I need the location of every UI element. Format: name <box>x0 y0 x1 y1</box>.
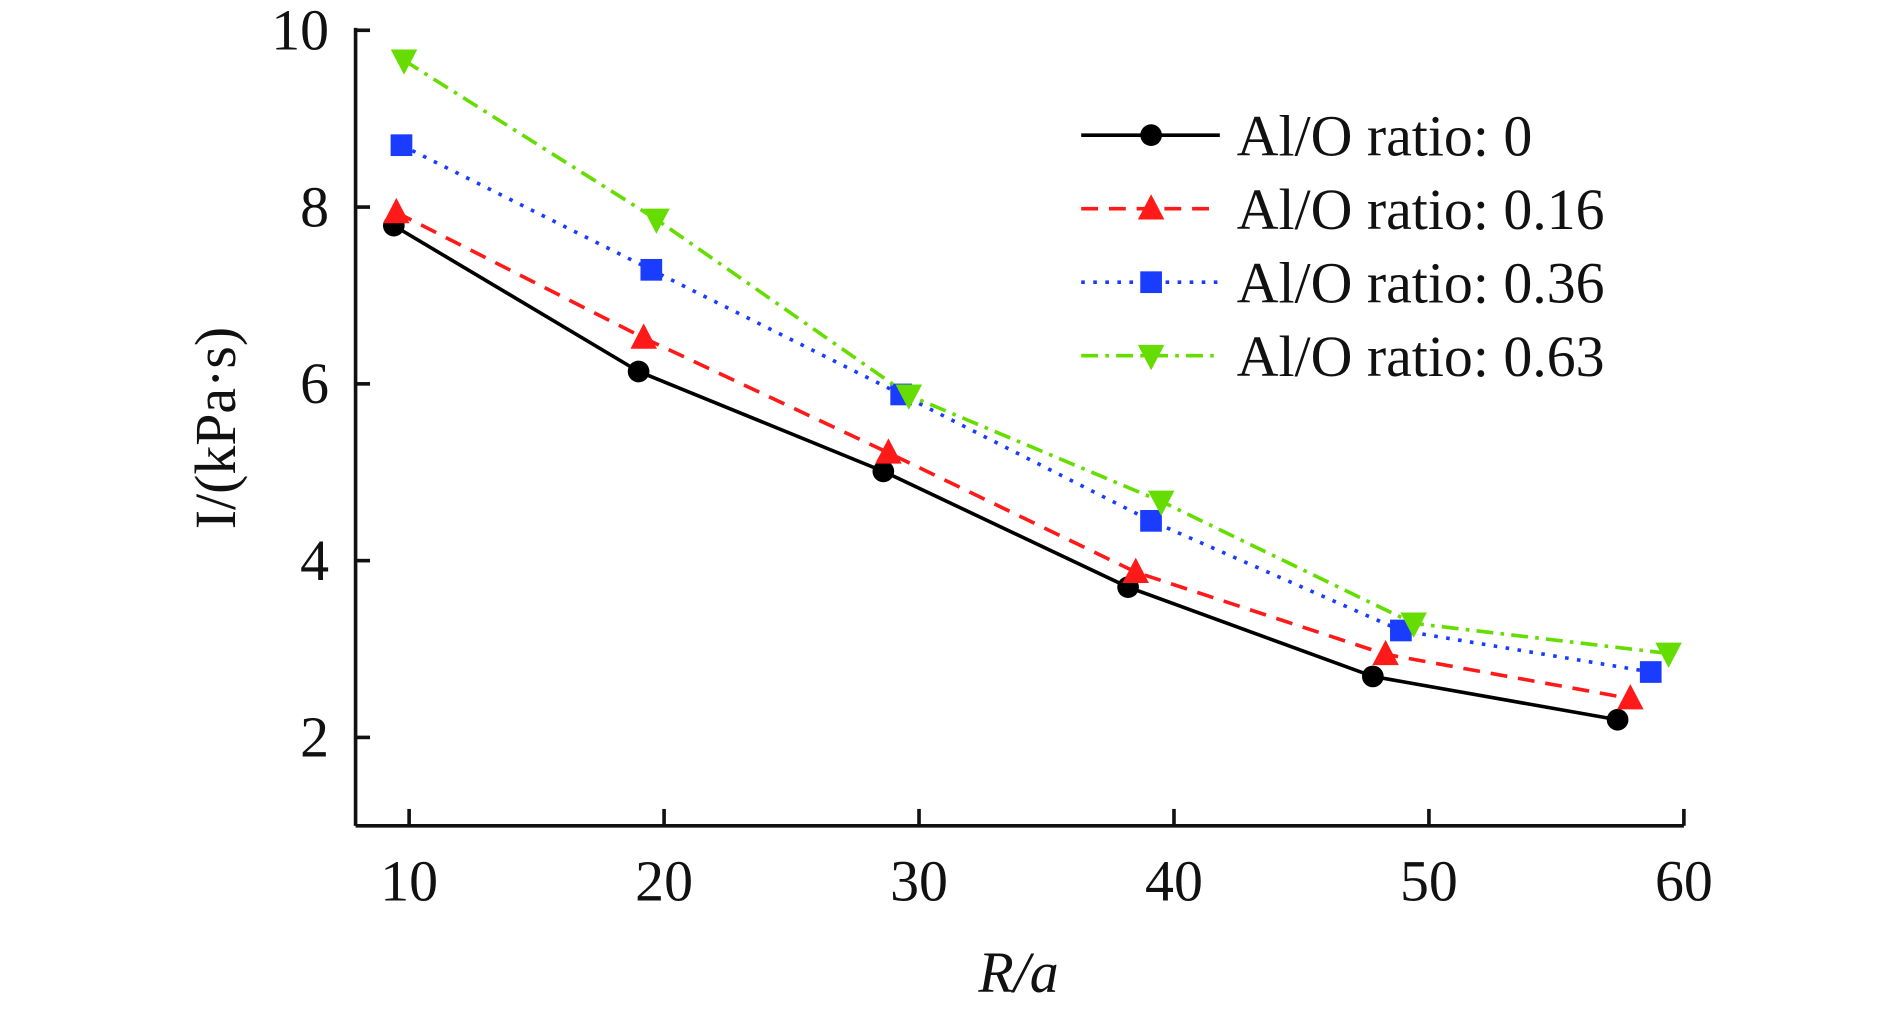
x-axis-label: R/a <box>977 940 1058 1005</box>
marker-triangle-down <box>1400 612 1427 638</box>
series-line <box>392 224 1618 722</box>
marker-triangle-down <box>643 208 670 234</box>
legend-label: Al/O ratio: 0.63 <box>1237 324 1605 389</box>
y-tick-label: 2 <box>300 705 329 770</box>
y-tick-label: 4 <box>300 528 329 593</box>
x-tick-label: 30 <box>890 849 948 914</box>
y-tick-label: 6 <box>300 351 329 416</box>
legend-label: Al/O ratio: 0.16 <box>1237 177 1605 242</box>
legend-item: Al/O ratio: 0.36 <box>1081 251 1605 316</box>
legend-item: Al/O ratio: 0.63 <box>1081 324 1605 389</box>
legend-item: Al/O ratio: 0.16 <box>1081 177 1605 242</box>
x-tick-label: 50 <box>1400 849 1458 914</box>
marker-circle <box>1606 708 1629 731</box>
x-tick-label: 60 <box>1655 849 1713 914</box>
series-line <box>403 58 1669 656</box>
marker-triangle-up <box>1617 684 1644 710</box>
legend: Al/O ratio: 0 Al/O ratio: 0.16 Al/O ratio:… <box>1081 104 1605 389</box>
marker-triangle-down <box>1137 344 1165 371</box>
marker-square <box>1639 661 1662 683</box>
y-tick-label: 10 <box>271 0 329 63</box>
marker-square <box>1390 619 1412 642</box>
legend-label: Al/O ratio: 0 <box>1237 104 1533 169</box>
marker-square <box>1140 271 1162 294</box>
marker-triangle-down <box>390 49 418 75</box>
marker-triangle-up <box>1372 639 1399 666</box>
marker-circle <box>627 360 650 383</box>
marker-circle <box>1140 124 1162 146</box>
y-tick-label: 8 <box>300 174 329 239</box>
marker-triangle-up <box>383 197 410 224</box>
axes: 10 20 30 40 50 60 2 4 6 8 10 <box>271 0 1713 914</box>
marker-triangle-up <box>630 323 657 349</box>
marker-square <box>390 134 413 157</box>
x-tick-label: 40 <box>1145 849 1203 914</box>
y-axis-label: I/(kPa·s) <box>183 327 248 529</box>
marker-triangle-down <box>1655 642 1682 668</box>
marker-circle <box>872 460 895 483</box>
marker-triangle-up <box>1137 194 1165 220</box>
marker-triangle-up <box>1122 557 1149 583</box>
series-3 <box>390 49 1682 668</box>
series-1 <box>383 197 1644 710</box>
marker-square <box>640 258 663 281</box>
x-tick-label: 10 <box>380 849 438 914</box>
marker-square <box>1140 510 1162 532</box>
legend-item: Al/O ratio: 0 <box>1081 104 1532 169</box>
marker-triangle-up <box>875 438 902 464</box>
marker-triangle-down <box>895 384 923 410</box>
x-tick-label: 20 <box>635 849 693 914</box>
marker-triangle-down <box>1147 490 1175 516</box>
marker-circle <box>1361 665 1384 688</box>
plot-area <box>382 49 1682 731</box>
series-line <box>395 210 1631 701</box>
legend-label: Al/O ratio: 0.36 <box>1237 251 1605 316</box>
